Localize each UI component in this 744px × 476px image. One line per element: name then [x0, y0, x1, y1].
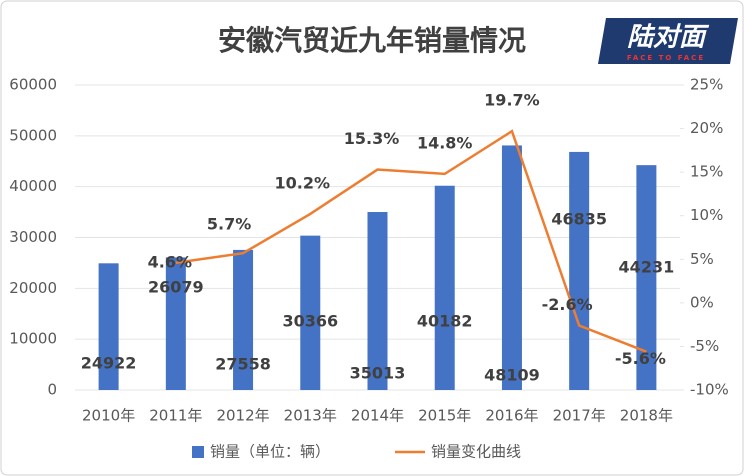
line-value-label: 14.8% [417, 133, 473, 152]
bar [165, 257, 186, 390]
y-tick-label: 20000 [9, 279, 57, 297]
line-value-label: 15.3% [344, 129, 400, 148]
line-value-label: 19.7% [484, 91, 540, 110]
logo-box [598, 18, 738, 64]
bar-value-label: 30366 [282, 312, 338, 331]
line-value-label: -2.6% [542, 295, 593, 314]
line-value-label: -5.6% [615, 349, 666, 368]
bar [501, 145, 522, 390]
logo: 陆对面 FACE TO FACE [598, 18, 738, 64]
line-value-label: 10.2% [275, 173, 331, 192]
x-tick-label: 2013年 [284, 407, 337, 425]
x-tick-label: 2017年 [553, 407, 606, 425]
bar-value-label: 27558 [215, 355, 271, 374]
logo-name: 陆对面 [627, 23, 710, 53]
bar-value-label: 26079 [148, 278, 204, 297]
bar-value-label: 46835 [551, 210, 607, 229]
x-tick-label: 2018年 [620, 407, 673, 425]
y2-tick-label: -10% [690, 381, 729, 399]
bar [233, 249, 254, 390]
line [175, 129, 647, 353]
x-tick-label: 2016年 [485, 407, 538, 425]
bar [434, 185, 455, 390]
bar-value-label: 44231 [619, 258, 675, 277]
bar [636, 165, 657, 390]
y2-tick-label: 20% [690, 119, 723, 137]
bar [300, 235, 321, 390]
line-value-label: 4.6% [148, 252, 192, 271]
legend-label: 销量变化曲线 [431, 443, 521, 461]
x-tick-label: 2011年 [149, 407, 202, 425]
bar [569, 151, 590, 390]
x-tick-label: 2015年 [418, 407, 471, 425]
line-value-label: 5.7% [207, 215, 251, 234]
y2-tick-label: 0% [690, 293, 714, 311]
legend-label: 销量（单位：辆） [210, 443, 330, 461]
chart-title: 安徽汽贸近九年销量情况 [218, 24, 526, 57]
bar [98, 263, 119, 390]
bar-value-label: 35013 [350, 364, 406, 383]
x-tick-label: 2014年 [351, 407, 404, 425]
y2-tick-label: 15% [690, 163, 723, 181]
y2-tick-label: 25% [690, 76, 723, 94]
bar-value-label: 48109 [484, 366, 540, 385]
y2-tick-label: 10% [690, 206, 723, 224]
logo-tagline: FACE TO FACE [627, 54, 705, 62]
y2-tick-label: -5% [690, 337, 719, 355]
bar-value-label: 40182 [417, 312, 473, 331]
legend-swatch [192, 446, 204, 458]
x-tick-label: 2012年 [216, 407, 269, 425]
y-tick-label: 0 [47, 381, 57, 399]
bar [367, 212, 388, 390]
bar-value-label: 24922 [81, 354, 137, 373]
y-tick-label: 40000 [9, 177, 57, 195]
y-tick-label: 10000 [9, 330, 57, 348]
y-tick-label: 30000 [9, 228, 57, 246]
x-tick-label: 2010年 [82, 407, 135, 425]
y-tick-label: 60000 [9, 76, 57, 94]
y-tick-label: 50000 [9, 126, 57, 144]
y2-tick-label: 5% [690, 250, 714, 268]
